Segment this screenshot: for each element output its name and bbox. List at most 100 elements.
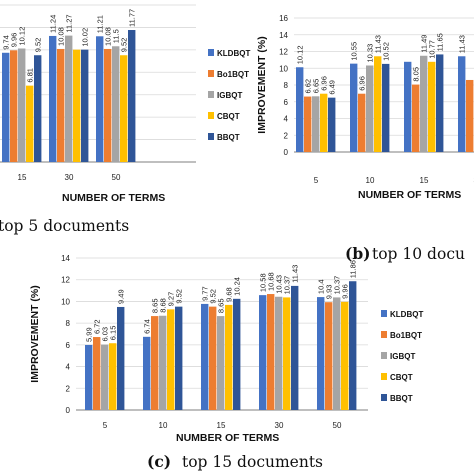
x-axis-label: NUMBER OF TERMS — [176, 432, 279, 444]
bar-kldbqt-50 — [317, 297, 325, 410]
bar-bbqt-10 — [175, 306, 183, 410]
data-label: 11.49 — [420, 35, 429, 53]
y-tick-label: 0 — [66, 406, 71, 415]
x-tick-label: 5 — [314, 176, 319, 185]
bar-bo1bqt-50 — [325, 302, 333, 410]
x-axis-label: NUMBER OF TERMS — [358, 189, 461, 201]
bar-bo1bqt-15 — [209, 306, 217, 410]
y-tick-label: 0 — [284, 148, 289, 157]
legend-label-igbqt: IGBQT — [390, 352, 415, 361]
caption-b-label: (b) — [345, 244, 371, 263]
bar-igbqt-5 — [101, 344, 109, 410]
bar-kldbqt-10 — [143, 336, 151, 410]
y-tick-label: 10 — [61, 297, 70, 306]
legend-label-igbqt: IGBQT — [217, 91, 242, 100]
data-label: 11.86 — [349, 260, 358, 278]
bar-cbqt-30 — [283, 297, 291, 410]
bar-bo1bqt-15 — [412, 84, 420, 152]
data-label: 11.24 — [49, 15, 58, 33]
bar-kldbqt-15 — [2, 52, 10, 162]
data-label: 10.4 — [317, 279, 326, 294]
x-tick-label: 5 — [103, 421, 108, 430]
bar-cbqt-30 — [73, 49, 81, 162]
y-tick-label: 12 — [61, 276, 70, 285]
data-label: 11.27 — [65, 14, 74, 32]
bar-igbqt-15 — [217, 316, 225, 410]
bar-bbqt-30 — [291, 285, 299, 410]
data-label: 11.43 — [291, 265, 300, 283]
y-tick-label: 6 — [66, 341, 71, 350]
caption-b-text: top 10 docu — [372, 245, 465, 263]
data-label: 11.77 — [128, 9, 137, 27]
bar-cbqt-5 — [320, 93, 328, 152]
legend-label-cbqt: CBQT — [390, 373, 413, 382]
x-tick-label: 15 — [217, 421, 226, 430]
bar-kldbqt-50 — [96, 36, 104, 162]
data-label: 9.74 — [2, 35, 11, 50]
data-label: 10.52 — [382, 42, 391, 61]
data-label: 6.81 — [26, 68, 35, 83]
bar-kldbqt-5 — [296, 67, 304, 152]
caption-a-text: top 5 documents — [0, 217, 129, 235]
bar-kldbqt-15 — [201, 303, 209, 410]
data-label: 9.52 — [34, 38, 43, 53]
data-label: 9.52 — [209, 289, 218, 304]
bar-bbqt-50 — [349, 281, 357, 410]
y-tick-label: 12 — [279, 48, 288, 57]
bar-cbqt-15 — [428, 61, 436, 152]
y-axis-label: IMPROVEMENT (%) — [256, 36, 268, 133]
data-label: 10.12 — [18, 27, 27, 46]
legend-label-kldbqt: KLDBQT — [390, 310, 423, 319]
bar-kldbqt-5 — [85, 344, 93, 410]
data-label: 6.49 — [328, 80, 337, 95]
legend-swatch-bo1bqt — [381, 331, 387, 338]
data-label: 10.68 — [267, 272, 276, 291]
bar-bo1bqt-30 — [57, 48, 65, 162]
caption-c-text: top 15 documents — [182, 453, 323, 471]
y-tick-label: 6 — [284, 98, 289, 107]
bar-kldbqt-10 — [350, 63, 358, 152]
data-label: 10.33 — [366, 44, 375, 63]
bar-bbqt-15 — [233, 298, 241, 410]
data-label: 10.08 — [57, 27, 66, 46]
x-tick-label: 50 — [112, 173, 121, 182]
bar-kldbqt-30 — [259, 295, 267, 410]
bar-bo1bqt-10 — [151, 316, 159, 410]
data-label: 10.77 — [428, 40, 437, 59]
y-axis-label: IMPROVEMENT (%) — [29, 285, 41, 382]
legend-label-bbqt: BBQT — [390, 394, 413, 403]
bar-bbqt-15 — [436, 54, 444, 152]
legend-swatch-igbqt — [208, 91, 214, 98]
data-label: 10.58 — [259, 273, 268, 292]
data-label: 6.96 — [320, 76, 329, 91]
data-label: 11.5 — [112, 29, 121, 43]
y-tick-label: 2 — [284, 131, 289, 140]
data-label: 11.65 — [436, 33, 445, 51]
data-label: 10.12 — [296, 45, 305, 64]
y-tick-label: 4 — [284, 115, 289, 124]
data-label: 8.65 — [217, 298, 226, 313]
bar-bbqt-30 — [81, 49, 89, 162]
bar-bo1bqt-10 — [358, 93, 366, 152]
bar-bbqt-50 — [128, 30, 136, 162]
y-tick-label: 8 — [284, 81, 289, 90]
data-label: 11.43 — [458, 35, 467, 53]
legend-swatch-bbqt — [208, 133, 214, 140]
bar-cbqt-10 — [167, 309, 175, 410]
bar-cbqt-15 — [225, 304, 233, 410]
data-label: 9.96 — [341, 284, 350, 299]
x-tick-label: 50 — [333, 421, 342, 430]
bar-kldbqt-15 — [404, 61, 412, 152]
x-tick-label: 30 — [65, 173, 74, 182]
x-tick-label: 10 — [366, 176, 375, 185]
y-tick-label: 2 — [66, 384, 71, 393]
data-label: 10.24 — [233, 277, 242, 296]
bar-kldbqt-30 — [49, 35, 57, 162]
x-axis-label: NUMBER OF TERMS — [62, 192, 165, 204]
y-tick-label: 4 — [66, 363, 71, 372]
bar-bo1bqt-30 — [466, 79, 474, 152]
legend-swatch-kldbqt — [381, 310, 387, 317]
bar-bo1bqt-5 — [304, 96, 312, 152]
